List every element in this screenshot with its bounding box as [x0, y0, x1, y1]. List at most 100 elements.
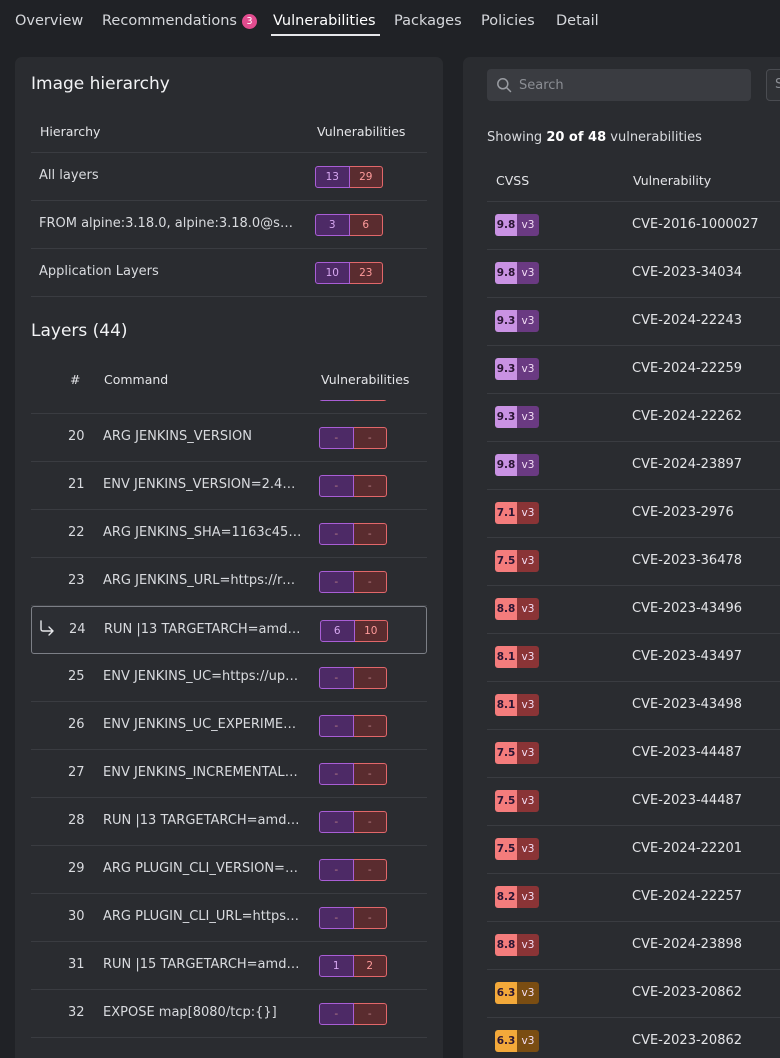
- vulnerability-row[interactable]: 9.3 v3 CVE-2024-22259: [487, 346, 780, 394]
- cvss-score: 8.1: [495, 646, 517, 668]
- layer-row-selected[interactable]: 24 RUN |13 TARGETARCH=amd64 ... 6 10: [31, 606, 427, 654]
- high-count: 2: [353, 955, 387, 977]
- critical-count: -: [319, 571, 354, 593]
- secondary-search-input[interactable]: S: [766, 69, 780, 101]
- layers-scroll-area[interactable]: 19RUN |10 TARGETARCH=amd64 ...-- 20 ARG JE…: [15, 400, 443, 1058]
- vulnerability-row[interactable]: 9.8 v3 CVE-2024-23897: [487, 442, 780, 490]
- layer-row[interactable]: 20 ARG JENKINS_VERSION - -: [31, 414, 427, 462]
- tab-overview[interactable]: Overview: [15, 13, 84, 29]
- cvss-version: v3: [517, 262, 539, 284]
- layer-number: 25: [68, 669, 85, 684]
- secondary-search-placeholder: S: [775, 77, 780, 92]
- cvss-version: v3: [517, 358, 539, 380]
- cvss-version: v3: [517, 454, 539, 476]
- vulnerability-row[interactable]: 6.3 v3 CVE-2023-20862: [487, 1018, 780, 1058]
- layer-row[interactable]: 22 ARG JENKINS_SHA=1163c4554... - -: [31, 510, 427, 558]
- hierarchy-row[interactable]: FROM alpine:3.18.0, alpine:3.18.0@sha256…: [31, 201, 427, 249]
- cve-id: CVE-2016-1000027: [632, 217, 759, 232]
- vulnerability-row[interactable]: 9.8 v3 CVE-2023-34034: [487, 250, 780, 298]
- cve-id: CVE-2024-22257: [632, 889, 743, 904]
- high-count: -: [353, 907, 387, 929]
- tab-recommendations-label: Recommendations: [102, 13, 237, 29]
- vulnerability-row[interactable]: 6.3 v3 CVE-2023-20862: [487, 970, 780, 1018]
- cvss-badge: 7.5 v3: [495, 550, 539, 572]
- critical-count: -: [319, 763, 354, 785]
- layer-number: 27: [68, 765, 85, 780]
- vulnerability-row[interactable]: 9.3 v3 CVE-2024-22262: [487, 394, 780, 442]
- vulnerability-row[interactable]: 7.5 v3 CVE-2023-44487: [487, 778, 780, 826]
- tab-detail[interactable]: Detail: [556, 13, 599, 29]
- vulnerability-row[interactable]: 8.8 v3 CVE-2024-23898: [487, 922, 780, 970]
- vulnerability-row[interactable]: 7.5 v3 CVE-2023-44487: [487, 730, 780, 778]
- layer-row[interactable]: 25 ENV JENKINS_UC=https://upda... - -: [31, 654, 427, 702]
- cvss-version: v3: [517, 406, 539, 428]
- tab-recommendations[interactable]: Recommendations 3: [102, 11, 257, 35]
- critical-count: 6: [320, 620, 355, 642]
- recommendations-count-badge: 3: [241, 14, 257, 29]
- layer-command: ENV JENKINS_UC=https://upda...: [103, 669, 303, 684]
- vulnerability-count-pill: 10 23: [315, 262, 383, 284]
- tab-vulnerabilities[interactable]: Vulnerabilities: [271, 11, 380, 36]
- layer-row[interactable]: 32 EXPOSE map[8080/tcp:{}] - -: [31, 990, 427, 1038]
- tab-packages[interactable]: Packages: [394, 13, 462, 29]
- search-input[interactable]: [519, 69, 739, 101]
- cve-id: CVE-2023-20862: [632, 985, 743, 1000]
- layer-row[interactable]: 31 RUN |15 TARGETARCH=amd64 ... 1 2: [31, 942, 427, 990]
- vulnerability-row[interactable]: 8.1 v3 CVE-2023-43497: [487, 634, 780, 682]
- vulnerability-row[interactable]: 7.5 v3 CVE-2024-22201: [487, 826, 780, 874]
- vulnerability-row[interactable]: 7.5 v3 CVE-2023-36478: [487, 538, 780, 586]
- cvss-version: v3: [517, 742, 539, 764]
- layer-number: 29: [68, 861, 85, 876]
- cvss-score: 8.1: [495, 694, 517, 716]
- critical-count: 3: [315, 214, 350, 236]
- vulnerability-row[interactable]: 9.8 v3 CVE-2016-1000027: [487, 202, 780, 250]
- layer-row[interactable]: 29 ARG PLUGIN_CLI_VERSION=2.1... - -: [31, 846, 427, 894]
- layer-command: RUN |13 TARGETARCH=amd64 ...: [103, 813, 303, 828]
- tab-policies[interactable]: Policies: [481, 13, 535, 29]
- layer-row[interactable]: 28 RUN |13 TARGETARCH=amd64 ... - -: [31, 798, 427, 846]
- cvss-badge: 9.8 v3: [495, 214, 539, 236]
- vulnerability-count-pill: 13 29: [315, 166, 383, 188]
- critical-count: -: [319, 523, 354, 545]
- vulnerability-row[interactable]: 8.2 v3 CVE-2024-22257: [487, 874, 780, 922]
- cvss-version: v3: [517, 598, 539, 620]
- vulnerability-row[interactable]: 9.3 v3 CVE-2024-22243: [487, 298, 780, 346]
- layer-command: RUN |15 TARGETARCH=amd64 ...: [103, 957, 303, 972]
- hierarchy-name: All layers: [39, 168, 99, 183]
- layer-row[interactable]: 26 ENV JENKINS_UC_EXPERIMENT... - -: [31, 702, 427, 750]
- layer-command: ARG JENKINS_URL=https://rep...: [103, 573, 303, 588]
- cve-id: CVE-2024-22262: [632, 409, 743, 424]
- critical-count: -: [319, 667, 354, 689]
- high-count: -: [353, 400, 387, 401]
- high-count: -: [353, 475, 387, 497]
- vulnerability-count-pill: --: [319, 811, 387, 833]
- layer-row[interactable]: 30 ARG PLUGIN_CLI_URL=https://g... - -: [31, 894, 427, 942]
- cvss-score: 9.8: [495, 262, 517, 284]
- high-count: -: [353, 571, 387, 593]
- layer-row[interactable]: 27 ENV JENKINS_INCREMENTALS... - -: [31, 750, 427, 798]
- cvss-version: v3: [517, 838, 539, 860]
- hierarchy-row[interactable]: Application Layers 10 23: [31, 249, 427, 297]
- hierarchy-row[interactable]: All layers 13 29: [31, 153, 427, 201]
- right-panel: S Showing 20 of 48 vulnerabilities CVSS …: [463, 57, 780, 1058]
- layers-title: Layers (44): [31, 321, 128, 341]
- critical-count: 13: [315, 166, 350, 188]
- cvss-score: 9.8: [495, 214, 517, 236]
- layer-command: ARG JENKINS_VERSION: [103, 429, 252, 444]
- showing-count: Showing 20 of 48 vulnerabilities: [487, 130, 702, 145]
- layer-command: ARG JENKINS_SHA=1163c4554...: [103, 525, 303, 540]
- cvss-badge: 8.1 v3: [495, 646, 539, 668]
- high-count: -: [353, 715, 387, 737]
- vulnerability-row[interactable]: 8.1 v3 CVE-2023-43498: [487, 682, 780, 730]
- layer-row[interactable]: 23 ARG JENKINS_URL=https://rep... - -: [31, 558, 427, 606]
- layer-row[interactable]: 21 ENV JENKINS_VERSION=2.401.1 - -: [31, 462, 427, 510]
- cve-id: CVE-2024-22259: [632, 361, 743, 376]
- cvss-badge: 6.3 v3: [495, 1030, 539, 1052]
- cve-id: CVE-2023-34034: [632, 265, 743, 280]
- vulnerability-row[interactable]: 8.8 v3 CVE-2023-43496: [487, 586, 780, 634]
- hierarchy-name: FROM alpine:3.18.0, alpine:3.18.0@sha256…: [39, 216, 299, 231]
- vulnerability-row[interactable]: 7.1 v3 CVE-2023-2976: [487, 490, 780, 538]
- layer-row[interactable]: 19RUN |10 TARGETARCH=amd64 ...--: [31, 400, 427, 414]
